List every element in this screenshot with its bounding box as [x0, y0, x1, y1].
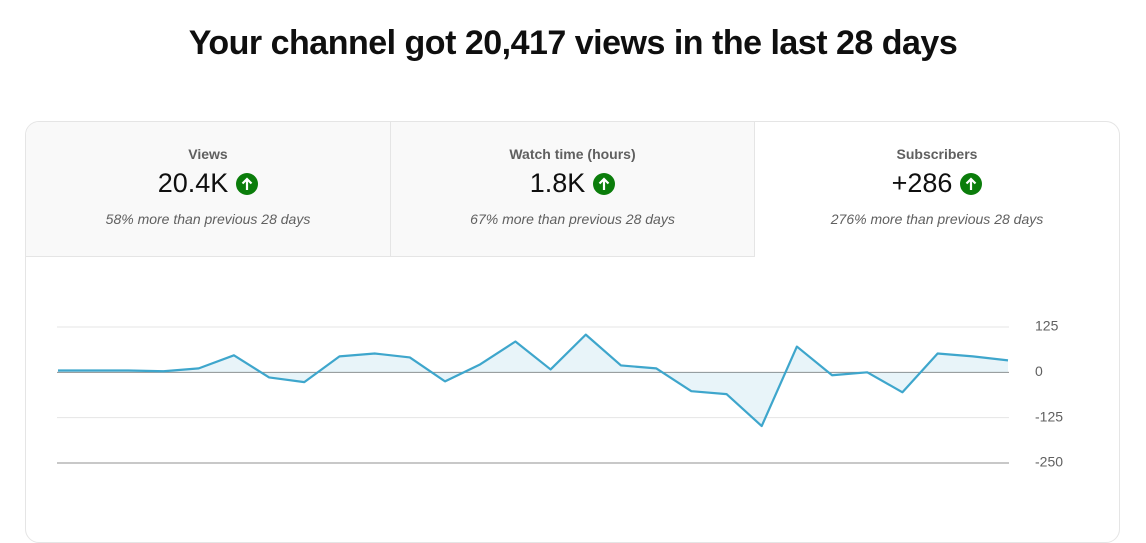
y-tick-label: 125: [1035, 318, 1059, 334]
tab-value-row: 1.8K: [391, 168, 754, 199]
tab-value: +286: [891, 168, 953, 198]
tab-label: Subscribers: [896, 146, 978, 162]
tab-label: Views: [188, 146, 228, 162]
tab-value-row: 20.4K: [26, 168, 390, 199]
tab-comparison: 276% more than previous 28 days: [830, 211, 1044, 227]
tab-label: Watch time (hours): [509, 146, 636, 162]
up-icon: [593, 172, 616, 195]
analytics-card: Views 20.4K 58% more than previous 28 da…: [25, 121, 1120, 543]
area: [58, 334, 1008, 427]
tab-value: 20.4K: [157, 168, 229, 198]
page-title: Your channel got 20,417 views in the las…: [188, 24, 958, 62]
tab-comparison: 67% more than previous 28 days: [470, 211, 675, 227]
tab-value: 1.8K: [529, 168, 586, 198]
page: Your channel got 20,417 views in the las…: [25, 24, 1120, 543]
views-tab[interactable]: Views 20.4K 58% more than previous 28 da…: [26, 122, 390, 257]
y-tick-label: -250: [1035, 454, 1063, 470]
up-icon: [960, 172, 983, 195]
line-chart: 125 0 -125 -250: [57, 318, 1063, 470]
line: [58, 333, 1009, 428]
watch-time-tab[interactable]: Watch time (hours) 1.8K 67% more than pr…: [390, 122, 754, 257]
y-tick-label: 0: [1035, 363, 1043, 379]
tab-comparison: 58% more than previous 28 days: [105, 211, 311, 227]
y-tick-label: -125: [1035, 408, 1063, 424]
up-icon: [236, 172, 259, 195]
tab-value-row: +286: [755, 168, 1119, 199]
subscribers-tab[interactable]: Subscribers +286 276% more than previous…: [754, 122, 1119, 257]
